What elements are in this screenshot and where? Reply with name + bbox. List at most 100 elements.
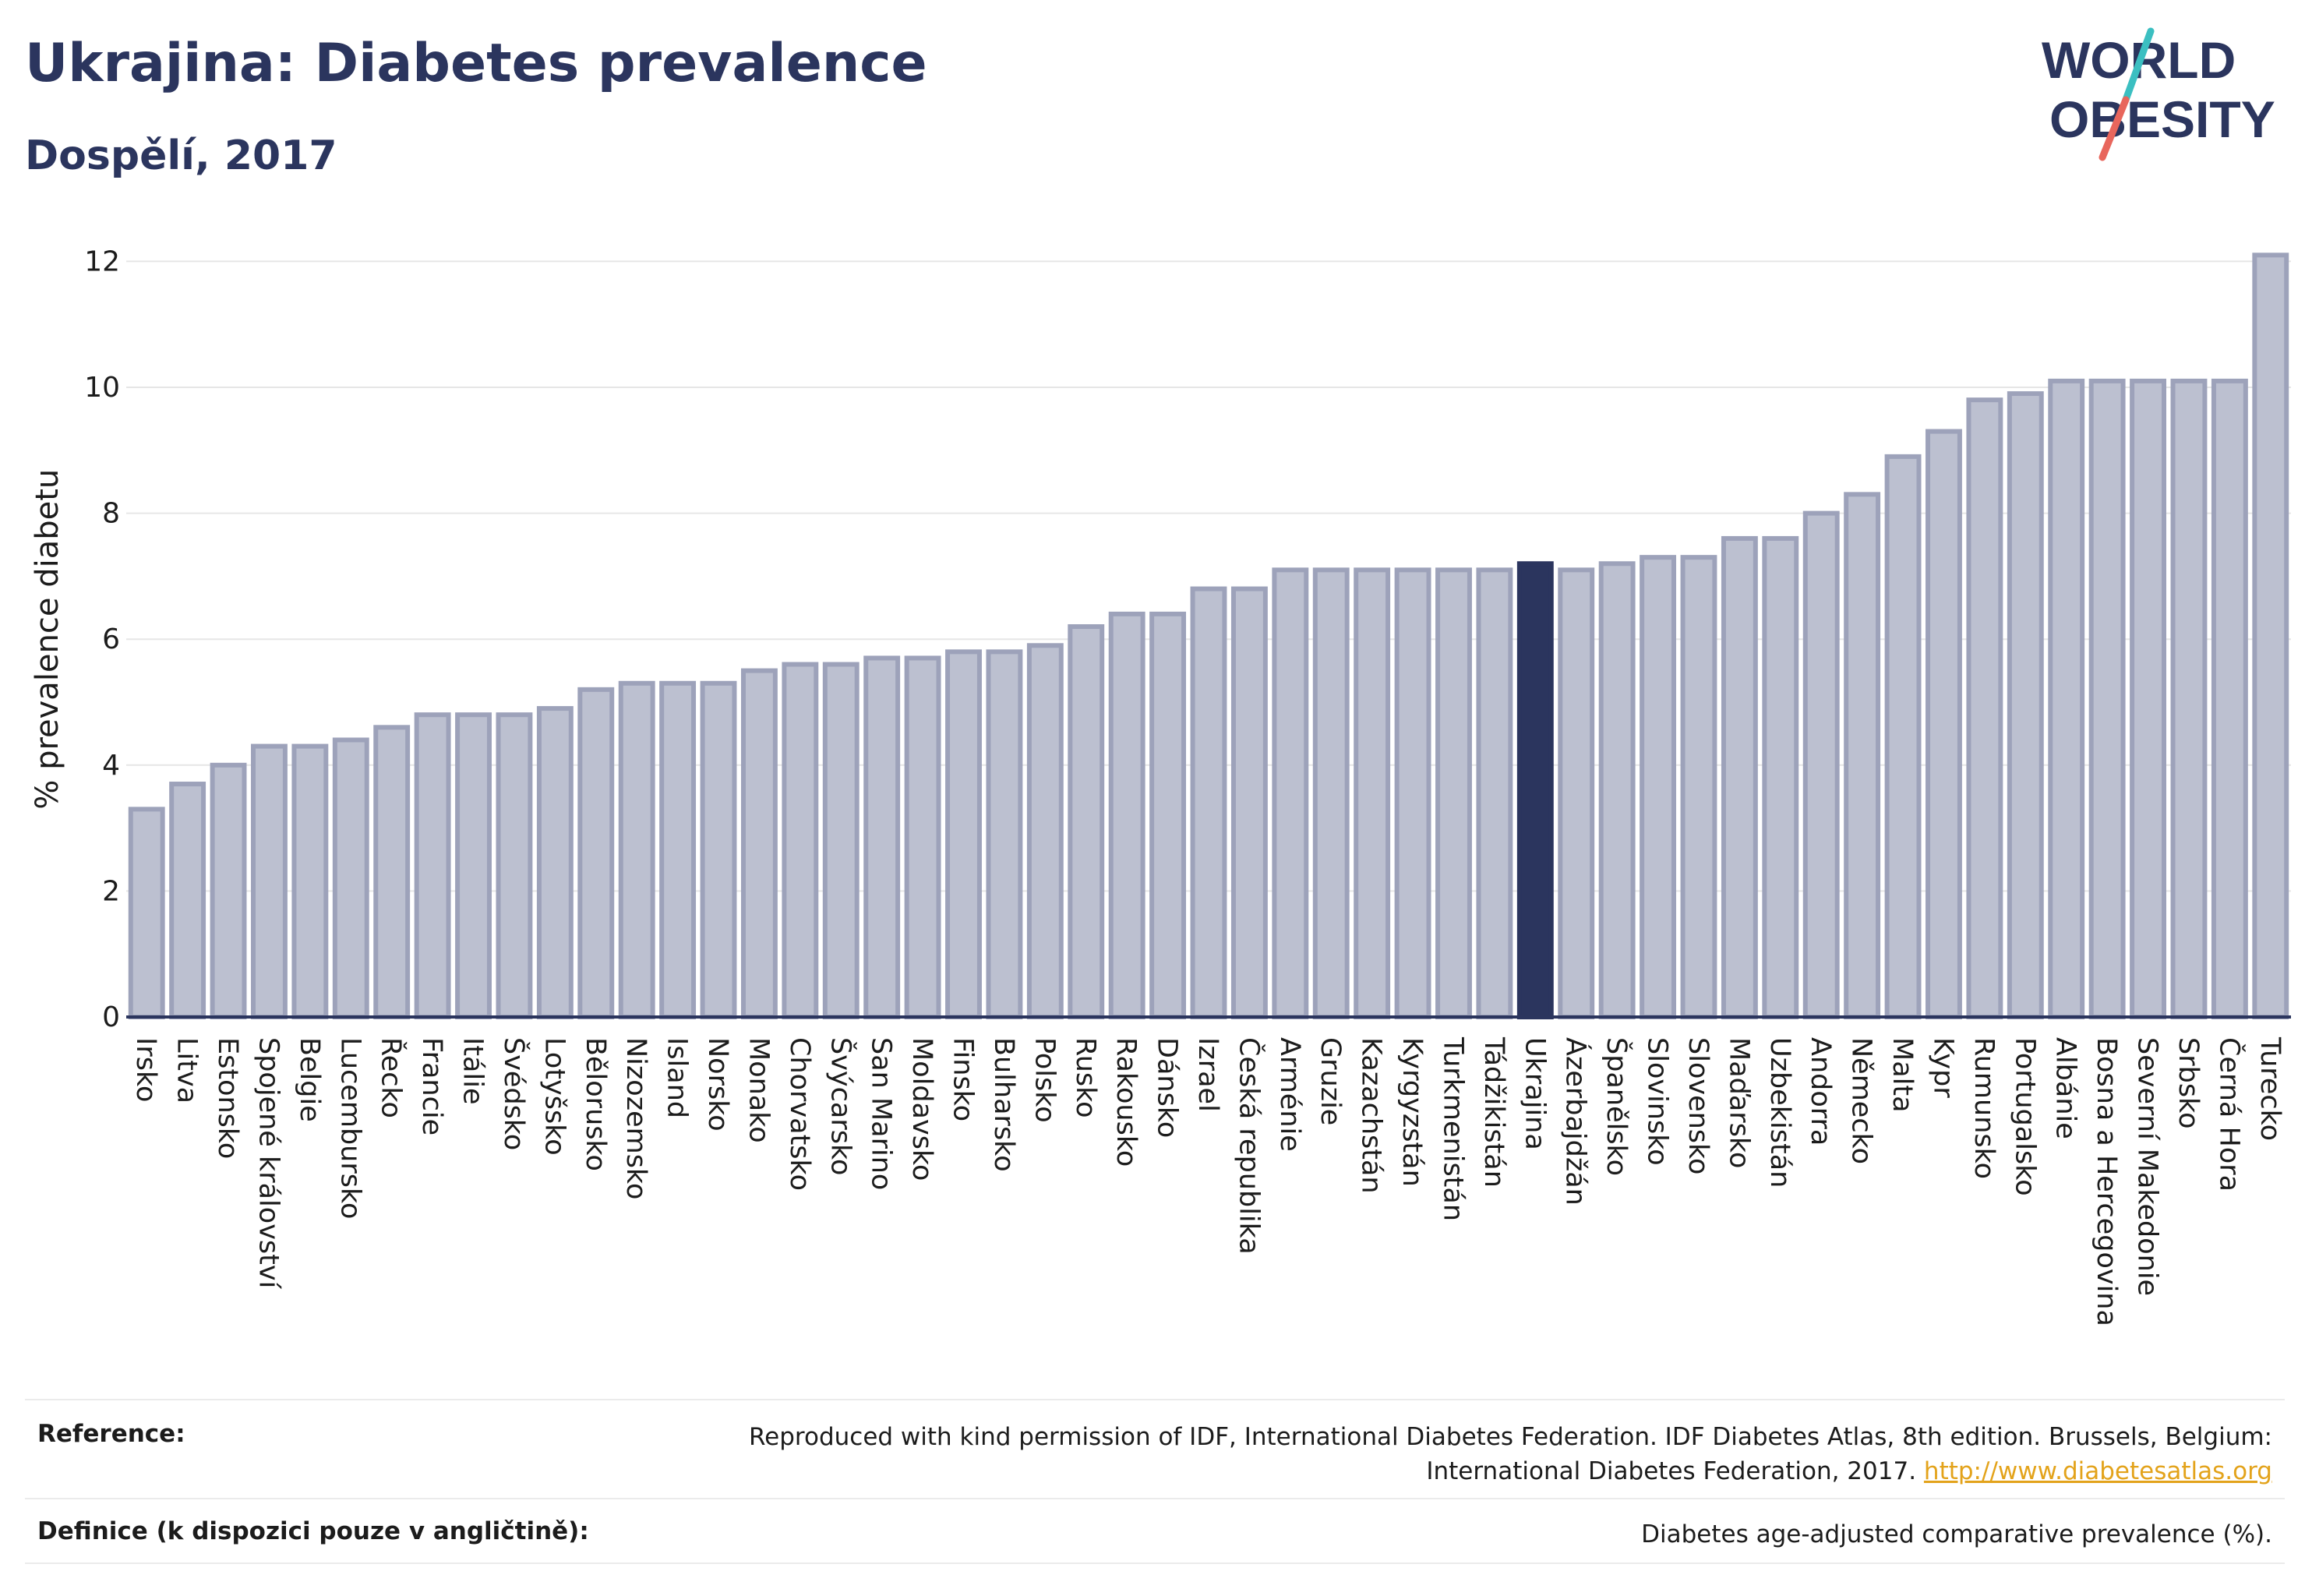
bar: [1680, 555, 1717, 1019]
x-tick-label: Rumunsko: [1968, 1037, 2000, 1179]
bar: [659, 680, 697, 1019]
reference-text-2: International Diabetes Federation, 2017.: [1426, 1457, 1917, 1485]
y-axis-title: % prevalence diabetu: [30, 469, 65, 810]
bar: [986, 649, 1023, 1019]
bar: [782, 662, 819, 1020]
y-tick-label: 2: [102, 875, 120, 907]
bar: [618, 680, 655, 1019]
world-obesity-logo: WORLD OBESITY: [2042, 27, 2275, 161]
y-tick-label: 10: [84, 372, 120, 404]
bar: [1435, 567, 1472, 1019]
x-tick-label: Slovinsko: [1642, 1037, 1673, 1166]
bar: [1190, 586, 1227, 1019]
x-tick-label: Island: [662, 1037, 693, 1118]
bar: [1354, 567, 1391, 1019]
y-tick-label: 6: [102, 623, 120, 655]
reference-text: Reproduced with kind permission of IDF, …: [749, 1423, 2272, 1451]
x-tick-label: Rakousko: [1110, 1037, 1142, 1167]
x-tick-label: Finsko: [948, 1037, 979, 1121]
bar: [414, 712, 451, 1019]
x-tick-label: Švédsko: [498, 1037, 531, 1150]
footer-divider-bottom: [25, 1562, 2285, 1564]
bar: [2170, 378, 2208, 1020]
x-tick-label: Chorvatsko: [784, 1037, 815, 1191]
page-title: Ukrajina: Diabetes prevalence: [25, 33, 927, 94]
bar: [1312, 567, 1350, 1019]
bar: [1966, 397, 2003, 1019]
x-tick-label: Turkmenistán: [1437, 1036, 1468, 1221]
x-tick-label: Srbsko: [2173, 1037, 2204, 1129]
x-tick-label: Nizozemsko: [620, 1037, 651, 1199]
bars: [128, 252, 2289, 1020]
bar: [2048, 378, 2085, 1020]
x-tick-label: Monako: [743, 1037, 774, 1143]
bar: [2252, 252, 2289, 1019]
x-tick-label: Kypr: [1927, 1037, 1958, 1098]
x-tick-label: Albánie: [2050, 1037, 2081, 1139]
y-tick-label: 0: [102, 1001, 120, 1033]
reference-text-block: Reproduced with kind permission of IDF, …: [749, 1420, 2272, 1488]
x-tick-label: Bělorusko: [580, 1037, 611, 1171]
x-tick-label: Slovensko: [1682, 1037, 1714, 1174]
bar: [1108, 611, 1145, 1019]
definition-text: Diabetes age-adjusted comparative preval…: [1641, 1520, 2272, 1548]
x-tick-label: Uzbekistán: [1764, 1037, 1795, 1188]
x-tick-label: Německo: [1846, 1037, 1877, 1164]
bar: [863, 655, 901, 1019]
bar: [1721, 535, 1758, 1019]
bar: [1149, 611, 1187, 1019]
reference-row: Reference: Reproduced with kind permissi…: [25, 1420, 2285, 1490]
axes: 0 2 4 6 8 10 12: [84, 245, 2291, 1033]
bar: [2088, 378, 2126, 1020]
y-tick-label: 8: [102, 498, 120, 530]
x-tick-label: Gruzie: [1315, 1037, 1346, 1125]
bar: [2211, 378, 2248, 1020]
x-tick-label: Černá Hora: [2213, 1037, 2246, 1192]
x-tick-label: Polsko: [1029, 1037, 1060, 1123]
x-tick-label: Maďarsko: [1723, 1037, 1754, 1168]
x-tick-label: Moldavsko: [906, 1037, 937, 1181]
reference-text-line2: International Diabetes Federation, 2017.…: [749, 1454, 2272, 1488]
bar: [455, 712, 492, 1019]
x-tick-label: Rusko: [1070, 1037, 1101, 1118]
x-tick-label: Norsko: [702, 1037, 733, 1132]
x-tick-label: Ázerbajdžán: [1560, 1037, 1593, 1206]
bar-chart: 0 2 4 6 8 10 12 Irsko Litva Estonsko Spojené král…: [30, 245, 2291, 1326]
x-tick-label: Kyrgyzstán: [1396, 1037, 1428, 1187]
x-tick-label: Spojené království: [252, 1037, 284, 1290]
x-tick-label: Arménie: [1274, 1037, 1305, 1152]
logo-slash-top: [2122, 27, 2155, 104]
x-tick-label: Portugalsko: [2009, 1037, 2040, 1196]
bar: [1026, 643, 1064, 1020]
bar: [1884, 454, 1922, 1019]
x-tick-label: Litva: [171, 1037, 203, 1103]
x-tick-label: Španělsko: [1601, 1037, 1633, 1176]
x-tick-label: Severní Makedonie: [2132, 1037, 2163, 1296]
x-tick-label: Bulharsko: [988, 1037, 1019, 1172]
definition-label: Definice (k dispozici pouze v angličtině…: [37, 1517, 589, 1545]
category-labels: Irsko Litva Estonsko Spojené království Belg…: [130, 1036, 2286, 1326]
bar: [822, 662, 860, 1020]
bar: [1558, 567, 1595, 1019]
bar: [332, 737, 369, 1019]
bar: [1762, 535, 1799, 1019]
x-tick-label: Švýcarsko: [824, 1037, 857, 1175]
bar: [1844, 492, 1881, 1019]
logo-word-obesity: OBESITY: [2049, 90, 2275, 148]
x-tick-label: Ukrajina: [1519, 1037, 1550, 1150]
bar: [1476, 567, 1513, 1019]
bar: [1926, 429, 1962, 1019]
bar: [169, 782, 206, 1019]
bar: [2130, 378, 2166, 1020]
x-tick-label: Česká republika: [1233, 1037, 1265, 1255]
x-tick-label: Andorra: [1805, 1037, 1836, 1146]
bar: [904, 655, 941, 1019]
bar: [1640, 555, 1677, 1019]
x-tick-label: Francie: [416, 1037, 447, 1135]
bar: [1802, 510, 1840, 1019]
bar: [496, 712, 533, 1019]
x-tick-label: Lotyšsko: [538, 1037, 570, 1156]
x-tick-label: Řecko: [376, 1037, 408, 1118]
reference-link[interactable]: http://www.diabetesatlas.org: [1923, 1457, 2272, 1485]
x-tick-label: Izrael: [1192, 1037, 1223, 1112]
